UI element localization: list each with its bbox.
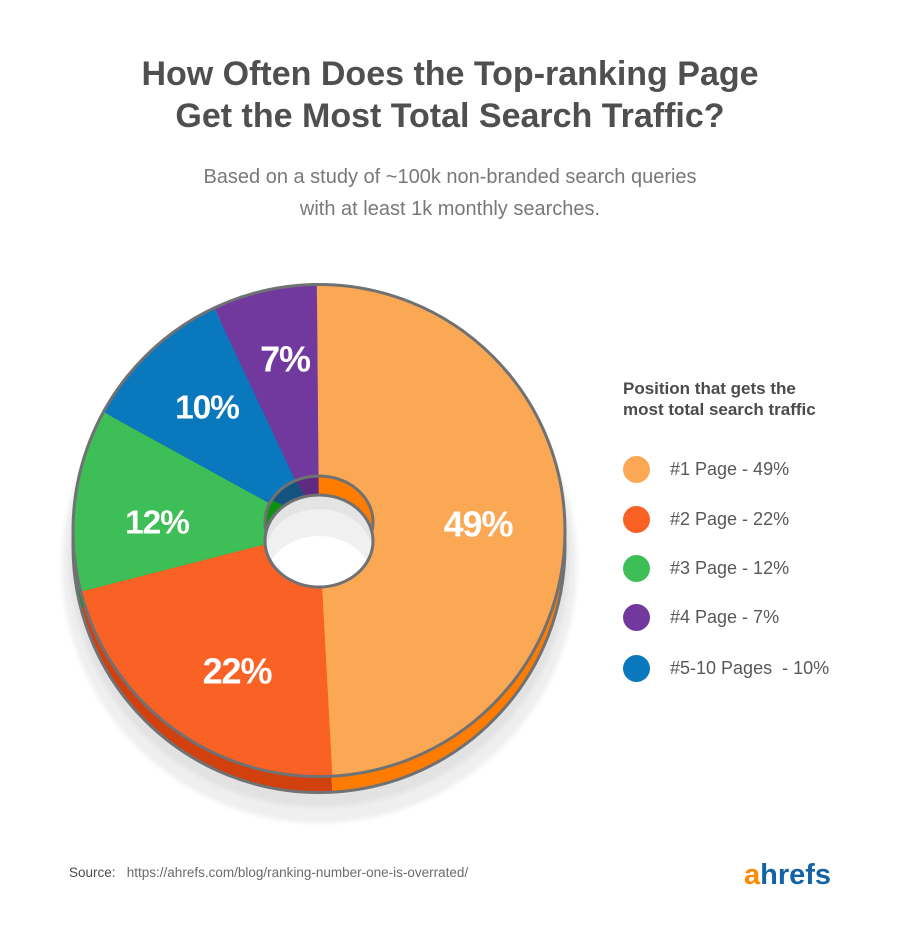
svg-text:7%: 7% (260, 339, 311, 380)
svg-text:49%: 49% (444, 504, 514, 545)
svg-text:10%: 10% (175, 390, 239, 427)
svg-text:22%: 22% (203, 651, 273, 692)
svg-text:12%: 12% (125, 505, 189, 542)
